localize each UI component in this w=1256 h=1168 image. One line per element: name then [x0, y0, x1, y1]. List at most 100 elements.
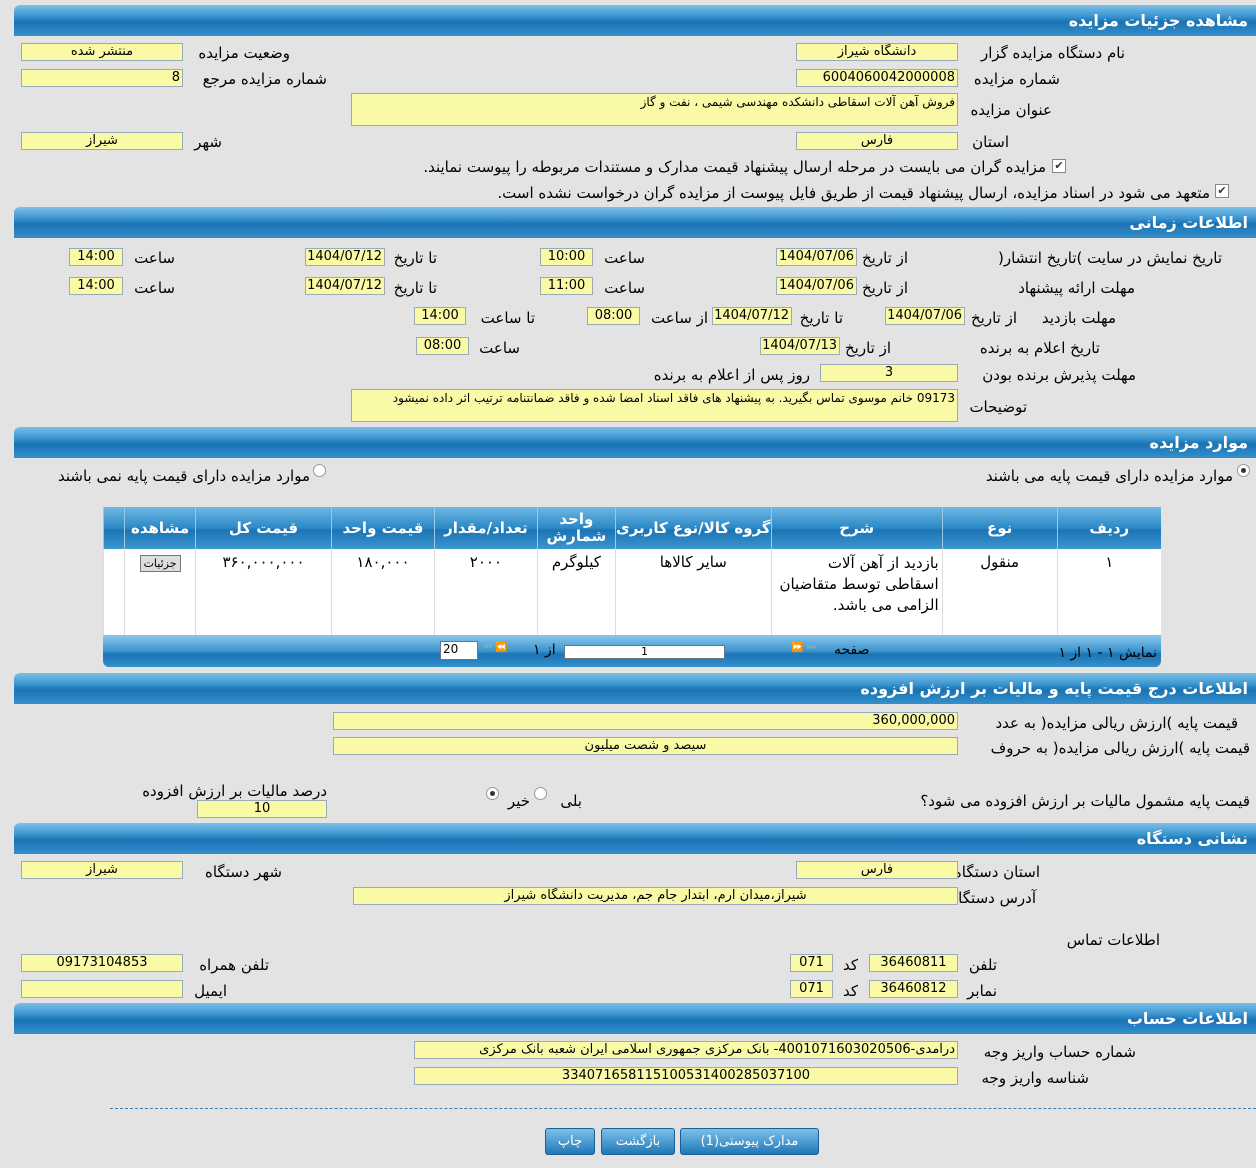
section-header-details: مشاهده جزئیات مزایده	[14, 5, 1256, 36]
org-label: نام دستگاه مزایده گزار	[980, 44, 1125, 62]
announce-date-field[interactable]: 1404/07/13	[760, 337, 840, 355]
radio-with-label: موارد مزایده دارای قیمت پایه می باشند	[985, 467, 1233, 485]
visit-from-field[interactable]: 1404/07/06	[885, 307, 965, 325]
from-date-label: از تاریخ	[861, 279, 908, 297]
check1-label: مزایده گران می بایست در مرحله ارسال پیشن…	[423, 158, 1046, 176]
code-label: کد	[842, 956, 858, 974]
offer-from-time-field[interactable]: 11:00	[540, 277, 593, 295]
cell-group: سایر کالاها	[614, 549, 772, 635]
accept-days-field[interactable]: 3	[820, 364, 958, 382]
ref-field[interactable]: 8	[21, 69, 183, 87]
title-field[interactable]: فروش آهن آلات اسقاطی دانشکده مهندسی شیمی…	[351, 93, 958, 126]
visit-label: مهلت بازدید	[1041, 309, 1116, 327]
checkbox-no-file-offer[interactable]: ✔	[1215, 184, 1229, 198]
to-date-label: تا تاریخ	[393, 279, 437, 297]
mobile-field[interactable]: 09173104853	[21, 954, 183, 972]
details-button[interactable]: جزئیات	[139, 555, 181, 572]
status-field[interactable]: منتشر شده	[21, 43, 183, 61]
hour-label: ساعت	[134, 249, 175, 267]
vat-no-label: خیر	[507, 792, 530, 810]
section-header-address: نشانی دستگاه	[14, 823, 1256, 854]
id-label: شناسه واریز وجه	[981, 1069, 1089, 1087]
col-header: قیمت کل	[195, 507, 332, 549]
fax-label: نمابر	[967, 982, 997, 1000]
publish-to-time-field[interactable]: 14:00	[69, 248, 123, 266]
cell-unit: کیلوگرم	[536, 549, 616, 635]
notes-label: توضیحات	[969, 398, 1027, 416]
publish-to-field[interactable]: 1404/07/12	[305, 248, 385, 266]
page-size-input[interactable]: 20	[440, 641, 478, 660]
addr-label: آدرس دستگاه	[950, 889, 1036, 907]
print-button[interactable]: چاپ	[545, 1128, 595, 1155]
offer-from-field[interactable]: 1404/07/06	[776, 277, 857, 295]
cell-total: ۳۶۰,۰۰۰,۰۰۰	[195, 549, 332, 635]
province-field[interactable]: فارس	[796, 132, 958, 150]
section-header-account: اطلاعات حساب	[14, 1003, 1256, 1034]
back-button[interactable]: بازگشت	[601, 1128, 675, 1155]
radio-without-base-price[interactable]	[313, 464, 326, 477]
notes-field[interactable]: 09173 خانم موسوی تماس بگیرید. به پیشنهاد…	[351, 389, 958, 422]
acc-field[interactable]: درآمدی-4001071603020506- بانک مرکزی جمهو…	[414, 1041, 958, 1059]
city-label: شهر	[194, 133, 222, 151]
announce-time-field[interactable]: 08:00	[416, 337, 469, 355]
col-header: تعداد/مقدار	[433, 507, 538, 549]
attachments-button[interactable]: مدارک پیوستی(1)	[680, 1128, 819, 1155]
id-field[interactable]: 334071658115100531400285037100	[414, 1067, 958, 1085]
col-header: مشاهده	[124, 507, 196, 549]
org-field[interactable]: دانشگاه شیراز	[796, 43, 958, 61]
org-city-label: شهر دستگاه	[204, 863, 282, 881]
prev-first-icons[interactable]: ⏪ ⏮	[483, 642, 508, 653]
fax-field[interactable]: 36460812	[869, 980, 958, 998]
phone-field[interactable]: 36460811	[869, 954, 958, 972]
cell-qty: ۲۰۰۰	[433, 549, 538, 635]
mobile-label: تلفن همراه	[199, 956, 269, 974]
org-city-field[interactable]: شیراز	[21, 861, 183, 879]
radio-without-label: موارد مزایده دارای قیمت پایه نمی باشند	[58, 467, 310, 485]
email-label: ایمیل	[194, 982, 227, 1000]
offer-label: مهلت ارائه پیشنهاد	[1018, 279, 1135, 297]
visit-to-time-field[interactable]: 14:00	[414, 307, 466, 325]
number-field[interactable]: 6004060042000008	[796, 69, 958, 87]
page-input[interactable]: 1	[564, 645, 725, 659]
city-field[interactable]: شیراز	[21, 132, 183, 150]
email-field[interactable]	[21, 980, 183, 998]
org-province-field[interactable]: فارس	[796, 861, 958, 879]
visit-to-field[interactable]: 1404/07/12	[712, 307, 792, 325]
hour-label: ساعت	[604, 249, 645, 267]
first-last-icons[interactable]: ⏭ ⏩	[791, 642, 816, 653]
price-words-field[interactable]: سیصد و شصت میلیون	[333, 737, 958, 755]
section-header-price: اطلاعات درج قیمت پایه و مالیات بر ارزش ا…	[14, 673, 1256, 704]
visit-from-time-field[interactable]: 08:00	[587, 307, 640, 325]
to-date-label: تا تاریخ	[799, 309, 843, 327]
publish-from-field[interactable]: 1404/07/06	[776, 248, 857, 266]
col-header-empty	[102, 507, 125, 549]
checkbox-attach-docs[interactable]: ✔	[1052, 159, 1066, 173]
radio-vat-yes[interactable]	[534, 787, 547, 800]
publish-from-time-field[interactable]: 10:00	[540, 248, 593, 266]
hour-label: ساعت	[604, 279, 645, 297]
col-header: قیمت واحد	[331, 507, 435, 549]
accept-label: مهلت پذیرش برنده بودن	[982, 366, 1136, 384]
from-date-label: از تاریخ	[844, 339, 891, 357]
cell-empty	[102, 549, 125, 635]
pager-of: از ۱	[533, 642, 556, 658]
hour-label: ساعت	[134, 279, 175, 297]
vat-pct-field[interactable]: 10	[197, 800, 327, 818]
radio-vat-no[interactable]	[486, 787, 499, 800]
publish-label: تاریخ نمایش در سایت )تاریخ انتشار(	[998, 249, 1222, 267]
cell-action: جزئیات	[124, 549, 196, 635]
price-num-field[interactable]: 360,000,000	[333, 712, 958, 730]
province-label: استان	[972, 133, 1009, 151]
price-words-label: قیمت پایه )ارزش ریالی مزایده( به حروف	[990, 739, 1250, 757]
addr-field[interactable]: شیراز،میدان ارم، ابتدار جام جم، مدیریت د…	[353, 887, 958, 905]
fax-code-field[interactable]: 071	[790, 980, 833, 998]
from-hour-label: از ساعت	[651, 309, 708, 327]
offer-to-time-field[interactable]: 14:00	[69, 277, 123, 295]
phone-code-field[interactable]: 071	[790, 954, 833, 972]
announce-label: تاریخ اعلام به برنده	[979, 339, 1100, 357]
offer-to-field[interactable]: 1404/07/12	[305, 277, 385, 295]
radio-with-base-price[interactable]	[1237, 464, 1250, 477]
price-num-label: قیمت پایه )ارزش ریالی مزایده( به عدد	[995, 714, 1238, 732]
col-header: ردیف	[1056, 507, 1161, 549]
from-date-label: از تاریخ	[970, 309, 1017, 327]
